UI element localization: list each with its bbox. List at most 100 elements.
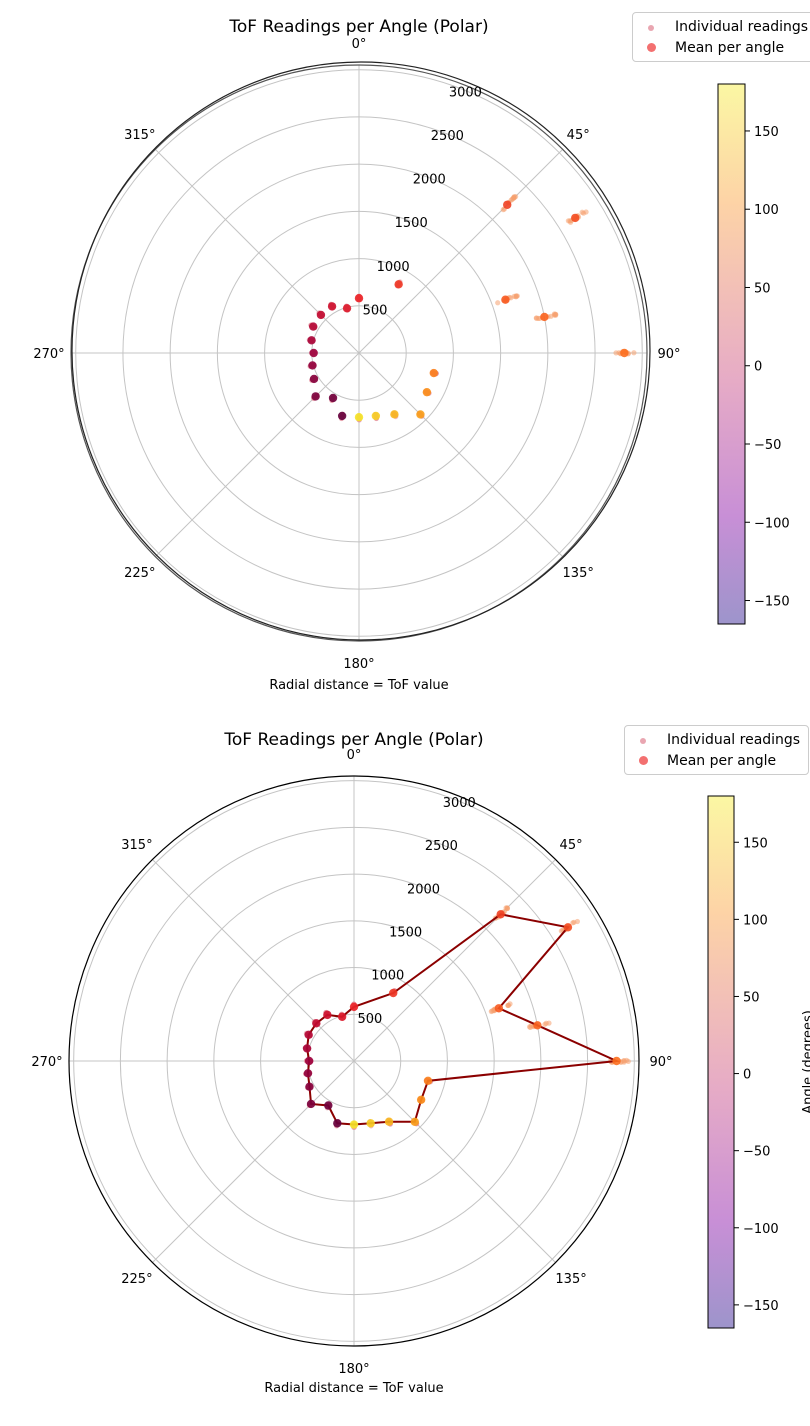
mean-point [429, 368, 438, 378]
individual-reading-point [567, 219, 574, 225]
mean-point [533, 1021, 542, 1030]
angular-gridline [154, 148, 360, 354]
polar-grid [71, 65, 647, 641]
mean-point [366, 1119, 375, 1128]
mean-point [309, 374, 319, 384]
mean-point [311, 392, 320, 401]
polar-grid [69, 776, 639, 1346]
individual-reading-point [621, 1059, 627, 1065]
angle-tick-label: 270° [33, 347, 64, 362]
mean-point [312, 1019, 321, 1028]
mean-point [423, 1076, 433, 1086]
angle-tick-label: 45° [560, 838, 583, 853]
radial-tick-label: 3000 [449, 85, 482, 100]
mean-point [371, 411, 381, 421]
individual-reading-point [503, 905, 509, 911]
mean-point [304, 1056, 314, 1066]
angular-gridline [353, 1060, 556, 1263]
angle-tick-label: 270° [31, 1055, 62, 1070]
mean-point [305, 1082, 314, 1091]
angle-tick-label: 90° [649, 1055, 672, 1070]
mean-point [308, 361, 317, 370]
mean-point [328, 393, 338, 403]
radial-tick-label: 2500 [431, 129, 464, 144]
legend-item-mean: Mean per angle [631, 750, 800, 771]
individual-reading-point [548, 313, 554, 319]
individual-reading-point [553, 312, 559, 318]
polar-spine [68, 775, 640, 1347]
legend-label-individual: Individual readings [675, 18, 809, 35]
legend-marker-individual [648, 24, 654, 31]
individual-reading-point [580, 210, 587, 216]
individual-reading-point [489, 1008, 495, 1014]
radial-tick-label: 1000 [371, 969, 404, 984]
mean-point [501, 295, 510, 304]
mean-point [416, 410, 425, 419]
colorbar-tick-label: −150 [743, 1299, 779, 1314]
individual-reading-point [506, 1002, 512, 1008]
angle-tick-label: 225° [124, 566, 155, 581]
angular-gridline [152, 859, 355, 1062]
mean-point [303, 1069, 313, 1078]
mean-point [323, 1010, 332, 1020]
radial-tick-label: 1500 [389, 926, 422, 941]
mean-point [384, 1117, 394, 1126]
angle-tick-label: 315° [124, 128, 155, 143]
legend: Individual readings Mean per angle [632, 12, 810, 62]
radial-tick-label: 2500 [425, 839, 458, 854]
colorbar-tick-label: 0 [743, 1068, 751, 1083]
mean-point [306, 1099, 316, 1109]
legend: Individual readings Mean per angle [624, 725, 810, 775]
individual-reading-point [574, 918, 580, 925]
mean-point [410, 1117, 419, 1126]
radial-tick-label: 500 [357, 1012, 382, 1027]
polar-chart-bottom: ToF Readings per Angle (Polar) 0° 45° 90° 13… [0, 711, 810, 1422]
angle-tick-label: 90° [657, 347, 680, 362]
mean-point [337, 1012, 347, 1021]
mean-point [422, 387, 432, 397]
legend-marker-mean [646, 42, 656, 52]
mean-point [354, 294, 364, 303]
mean-point [389, 988, 398, 998]
radial-tick-label: 500 [363, 303, 388, 318]
mean-point [309, 322, 318, 331]
legend-label-mean: Mean per angle [667, 752, 777, 769]
mean-point [494, 1004, 504, 1013]
colorbar-tick-label: 150 [743, 836, 768, 851]
individual-reading-point [625, 1058, 631, 1065]
chart-title: ToF Readings per Angle (Polar) [223, 730, 483, 750]
mean-point [503, 200, 512, 209]
colorbar [717, 83, 746, 625]
chart-title: ToF Readings per Angle (Polar) [228, 17, 488, 37]
radial-tick-label: 3000 [443, 796, 476, 811]
mean-point [612, 1056, 621, 1066]
mean-point [390, 410, 399, 419]
radial-tick-label: 2000 [407, 882, 440, 897]
individual-reading-point [546, 1020, 552, 1026]
colorbar-tick-label: 100 [754, 203, 779, 218]
colorbar [707, 795, 735, 1329]
colorbar-tick-label: 100 [743, 913, 768, 928]
x-axis-label: Radial distance = ToF value [264, 1381, 443, 1396]
mean-point [327, 302, 337, 311]
legend-item-individual: Individual readings [631, 729, 800, 750]
mean-point [333, 1119, 342, 1128]
legend-marker-mean [638, 755, 648, 765]
mean-point [316, 310, 326, 320]
angle-tick-label: 0° [347, 748, 362, 763]
mean-point [416, 1095, 426, 1104]
angle-tick-label: 180° [338, 1362, 369, 1377]
polar-plot-svg: ToF Readings per Angle (Polar)0° 45° 90° 13… [31, 730, 810, 1396]
colorbar-tick-label: −100 [743, 1222, 779, 1237]
mean-point [337, 411, 347, 421]
colorbar-tick-label: −50 [754, 438, 781, 453]
mean-point [302, 1044, 312, 1053]
polar-chart-top: ToF Readings per Angle (Polar) 0° 45° 90° 13… [0, 0, 810, 711]
legend-marker-individual [640, 737, 646, 744]
legend-item-mean: Mean per angle [639, 37, 808, 58]
legend-label-mean: Mean per angle [675, 39, 785, 56]
colorbar-tick-label: −50 [743, 1145, 770, 1160]
angular-gridline [154, 352, 360, 558]
polar-spine [70, 64, 648, 642]
radial-tick-label: 2000 [413, 173, 446, 188]
